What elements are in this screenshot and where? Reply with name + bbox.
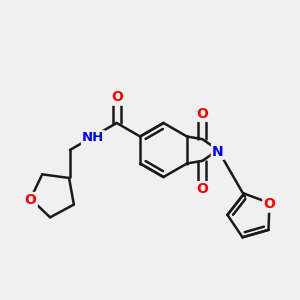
Text: O: O: [25, 193, 37, 207]
Text: N: N: [212, 145, 224, 158]
Text: NH: NH: [82, 131, 104, 145]
Text: O: O: [263, 197, 275, 212]
Text: O: O: [196, 182, 208, 196]
Text: O: O: [196, 107, 208, 121]
Text: O: O: [111, 91, 123, 104]
